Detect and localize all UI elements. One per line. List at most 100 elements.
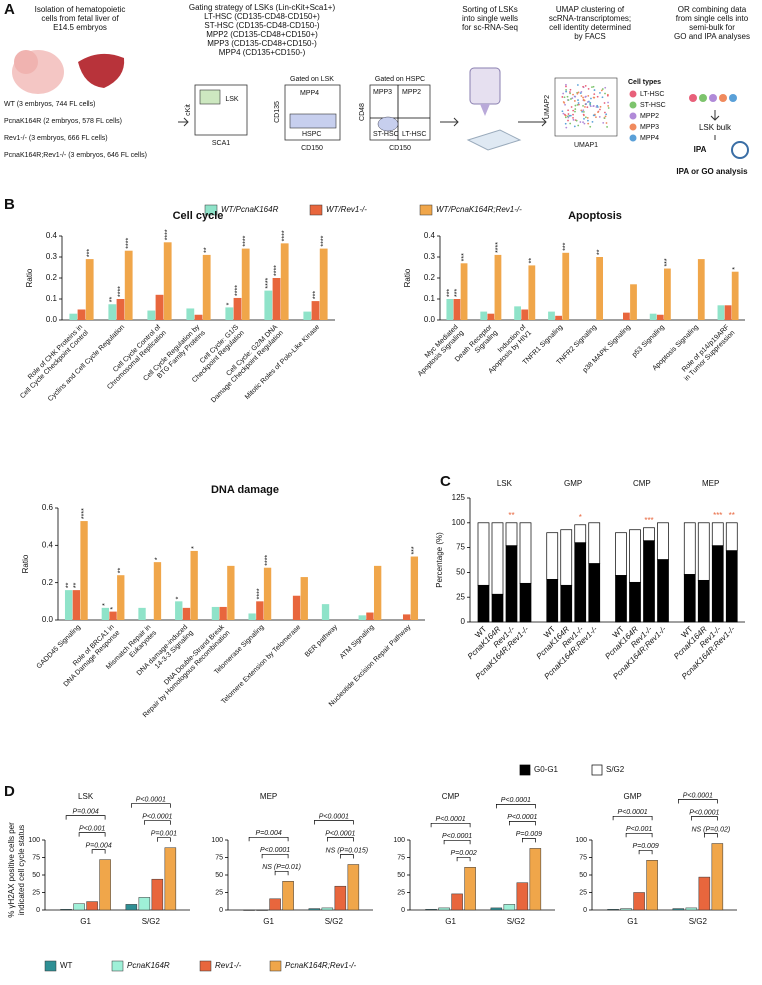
significance: **** <box>117 286 124 297</box>
tip-icon <box>480 104 490 116</box>
bar <box>72 590 81 620</box>
bar <box>269 898 281 911</box>
significance: *** <box>87 249 94 257</box>
bar-segment <box>477 522 490 586</box>
p-value: P<0.0001 <box>618 809 648 816</box>
umap-dot <box>589 125 592 128</box>
umap-dot <box>567 99 570 101</box>
bar <box>620 908 632 911</box>
bar <box>225 307 234 320</box>
legend-label: LT-HSC <box>640 91 664 98</box>
facs-plot <box>284 84 341 141</box>
umap-dot <box>604 111 606 114</box>
step-text: MPP4 (CD135+CD150-) <box>219 48 306 57</box>
bar-segment <box>560 529 573 586</box>
umap-dot <box>576 92 579 95</box>
bracket <box>261 853 289 859</box>
bar-segment <box>711 545 724 623</box>
bar <box>321 907 334 911</box>
bar <box>233 297 242 320</box>
p-value: P=0.004 <box>85 842 111 849</box>
p-value: P<0.0001 <box>442 833 472 840</box>
go-icon <box>731 141 749 159</box>
significance: * <box>102 603 109 606</box>
axis-label: CD135 <box>274 101 281 123</box>
bar <box>308 908 321 911</box>
step-text: Isolation of hematopoietic <box>35 5 126 14</box>
umap-dot <box>585 103 588 105</box>
umap-dot <box>604 115 607 118</box>
umap-dot <box>604 86 607 89</box>
p-value: P=0.009 <box>632 843 658 850</box>
legend-swatch <box>629 90 637 98</box>
gate <box>289 113 337 129</box>
bar <box>101 607 110 620</box>
bar-segment <box>683 574 696 623</box>
umap-dot <box>569 122 572 125</box>
bracket <box>443 839 471 845</box>
significance: **** <box>273 265 280 276</box>
umap-dot <box>587 122 590 125</box>
umap-dot <box>567 119 569 122</box>
bar <box>282 881 294 911</box>
legend-label: MPP2 <box>640 113 659 120</box>
p-value: P<0.0001 <box>260 847 290 854</box>
umap-dot <box>577 103 580 106</box>
x-tick-label: S/G2 <box>689 917 708 926</box>
bar <box>672 908 685 911</box>
bar <box>494 254 502 320</box>
bar <box>480 311 488 320</box>
umap-dot <box>562 101 565 103</box>
bar <box>303 311 312 320</box>
bar <box>724 305 732 320</box>
umap-dot <box>591 120 594 123</box>
umap-dot <box>561 96 564 98</box>
step-text: Gating strategy of LSKs (Lin-cKit+Sca1+) <box>189 3 336 12</box>
y-tick-label: 125 <box>452 493 466 502</box>
y-tick-label: 100 <box>393 837 405 844</box>
bar-segment <box>491 593 504 623</box>
bar <box>548 311 555 320</box>
bar <box>516 882 529 911</box>
umap-dot <box>584 84 587 87</box>
bracket <box>496 804 536 809</box>
group-label: GMP <box>564 479 582 488</box>
bar-segment <box>711 522 724 546</box>
chart-title: CMP <box>442 792 460 801</box>
bar <box>64 590 73 620</box>
umap-dot <box>567 116 570 119</box>
umap-dot <box>582 104 584 107</box>
umap-dot <box>574 108 577 110</box>
axis-label: CD150 <box>301 145 323 152</box>
gate-label: MPP4 <box>300 90 319 97</box>
ipa-logo: IPA <box>694 145 707 154</box>
step-text: scRNA-transcriptomes; <box>549 14 631 23</box>
bracket <box>691 816 718 821</box>
step-text: GO and IPA analyses <box>674 32 750 41</box>
bracket <box>430 822 471 828</box>
gate-label: ST-HSC <box>373 131 399 138</box>
umap-dot <box>569 91 571 93</box>
umap-dot <box>572 116 574 119</box>
umap-dot <box>564 103 566 106</box>
bar <box>77 309 86 320</box>
umap-dot <box>583 122 586 125</box>
bar <box>124 250 133 320</box>
legend-label: WT <box>60 961 73 970</box>
umap-dot <box>570 106 573 108</box>
cell-icon <box>709 94 717 102</box>
umap-dot <box>590 97 592 100</box>
step-text: ST-HSC (CD135-CD48-CD150-) <box>204 21 319 30</box>
bar <box>555 315 562 320</box>
umap-dot <box>591 86 593 89</box>
bar <box>460 263 468 320</box>
y-tick-label: 25 <box>579 889 587 896</box>
umap-dot <box>601 88 604 90</box>
axis-label: CD48 <box>359 103 366 121</box>
umap-dot <box>580 95 583 97</box>
umap-dot <box>607 107 610 109</box>
bar <box>194 314 203 320</box>
umap-dot <box>577 99 579 101</box>
bar <box>425 909 437 911</box>
significance: ** <box>73 582 80 588</box>
